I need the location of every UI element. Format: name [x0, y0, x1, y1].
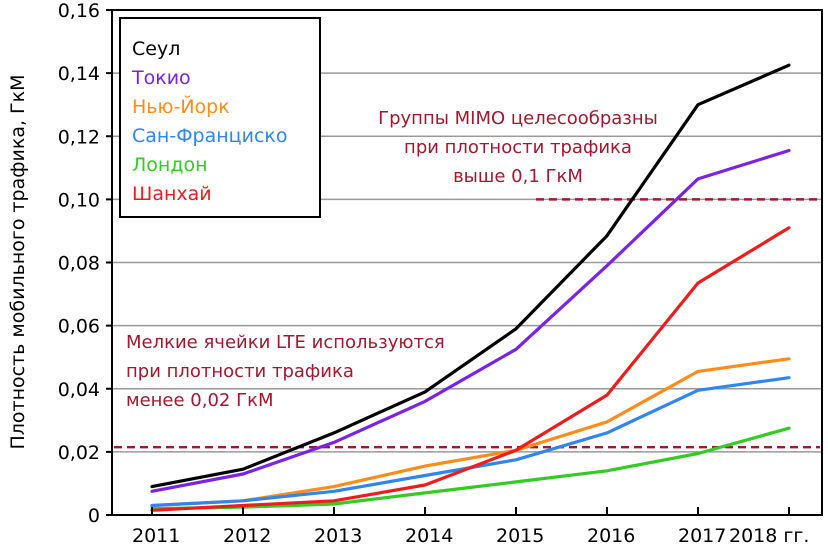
- x-tick-label: 2013: [314, 525, 362, 547]
- y-tick-label: 0,16: [58, 0, 100, 22]
- annotation-line: выше 0,1 ГкМ: [453, 166, 583, 187]
- legend: Сеул Токио Нью-Йорк Сан-Франциско Лондон Шанх…: [119, 17, 321, 218]
- legend-box: [119, 17, 321, 218]
- legend-entry: Шанхай: [132, 183, 212, 205]
- legend-entry: Сан-Франциско: [132, 125, 288, 147]
- x-tick-label: 2014: [405, 525, 453, 547]
- y-axis-ticks: 0 0,02 0,04 0,06 0,08 0,10 0,12 0,14 0,16: [58, 0, 112, 527]
- y-tick-label: 0,08: [58, 253, 100, 275]
- x-tick-label: 2016: [587, 525, 635, 547]
- annotation-line: менее 0,02 ГкМ: [126, 390, 273, 411]
- series-line: [150, 148, 791, 493]
- series-line: [150, 426, 791, 511]
- annotation-line: Мелкие ячейки LTE используются: [126, 332, 445, 353]
- legend-entry: Лондон: [132, 154, 208, 176]
- x-tick-label: 2018 гг.: [729, 525, 809, 547]
- legend-entry: Токио: [131, 67, 191, 89]
- series-line: [150, 63, 791, 489]
- y-tick-label: 0,14: [58, 63, 100, 85]
- legend-entry: Сеул: [132, 38, 180, 60]
- annotation-line: при плотности трафика: [404, 137, 632, 158]
- x-tick-label: 2017: [678, 525, 726, 547]
- x-tick-label: 2015: [496, 525, 544, 547]
- x-tick-label: 2012: [223, 525, 271, 547]
- annotations: Группы MIMO целесообразны при плотности т…: [126, 108, 658, 411]
- y-tick-label: 0,02: [58, 442, 100, 464]
- y-tick-label: 0,10: [58, 189, 100, 211]
- y-tick-label: 0: [88, 505, 100, 527]
- annotation-line: при плотности трафика: [126, 361, 354, 382]
- y-axis-label: Плотность мобильного трафика, ГкМ: [7, 75, 29, 450]
- annotation-line: Группы MIMO целесообразны: [378, 108, 658, 129]
- series-line: [150, 226, 791, 512]
- x-axis-ticks: 2011 2012 2013 2014 2015 2016 2017 2018 гг.: [132, 507, 809, 547]
- threshold-lines: [114, 198, 820, 449]
- y-tick-label: 0,04: [58, 379, 100, 401]
- legend-entry: Нью-Йорк: [132, 95, 230, 118]
- x-tick-label: 2011: [132, 525, 180, 547]
- y-tick-label: 0,12: [58, 126, 100, 148]
- series-lines: [150, 63, 791, 512]
- y-tick-label: 0,06: [58, 316, 100, 338]
